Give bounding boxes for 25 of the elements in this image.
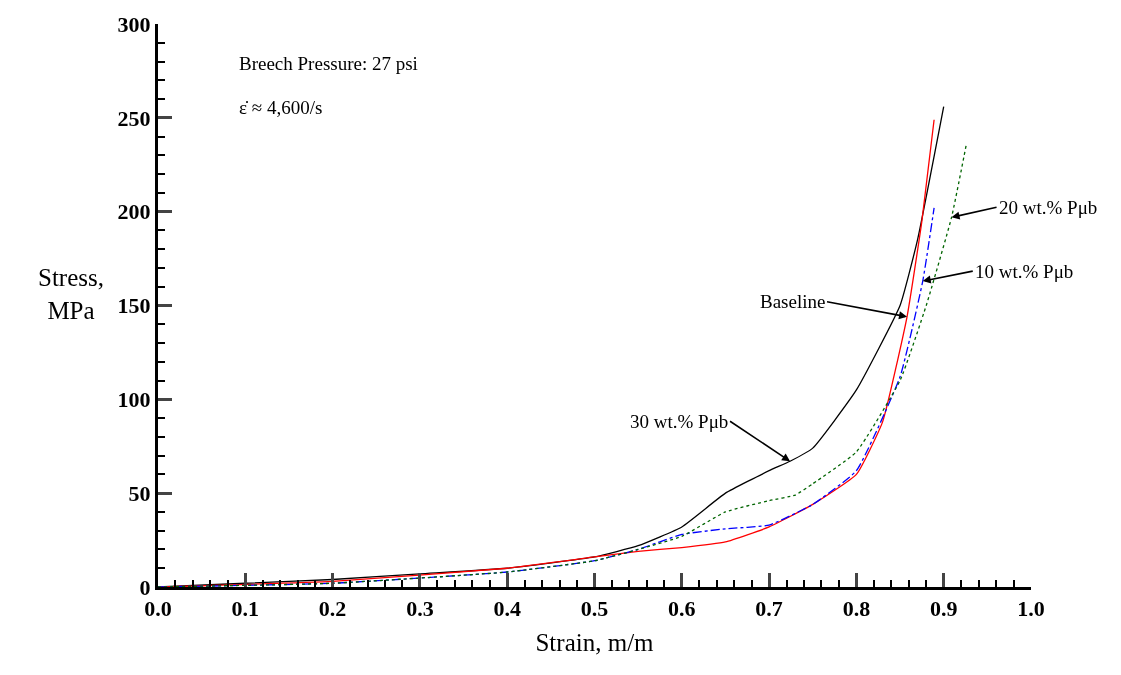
y-tick-label: 150 <box>117 293 151 319</box>
y-axis-title: Stress, MPa <box>38 264 104 324</box>
x-tick-label: 0.9 <box>929 596 958 622</box>
x-tick-label: 0.5 <box>580 596 609 622</box>
x-tick-label: 0.4 <box>493 596 521 622</box>
y-tick-label: 300 <box>117 11 151 37</box>
x-tick-label: 0.3 <box>406 596 434 622</box>
x-tick-label: 0.1 <box>231 596 260 622</box>
annotation: 20 wt.% Pμb <box>999 197 1098 218</box>
annotation: Breech Pressure: 27 psi <box>239 53 418 74</box>
x-tick-label: 0.2 <box>318 596 347 622</box>
x-tick-label: 0.6 <box>668 596 696 622</box>
annotation: ε̇ ≈ 4,600/s <box>239 97 323 118</box>
x-tick-label: 0.8 <box>842 596 871 622</box>
annotation: Baseline <box>760 291 826 312</box>
y-tick-label: 50 <box>128 480 151 506</box>
y-tick-label: 200 <box>117 199 151 225</box>
x-axis-title: Strain, m/m <box>535 629 655 657</box>
y-tick-label: 100 <box>117 387 151 413</box>
line-series <box>158 207 935 587</box>
y-tick-label: 250 <box>117 105 151 131</box>
x-tick-label: 0.7 <box>755 596 783 622</box>
annotation: 30 wt.% Pμb <box>630 411 729 432</box>
annotation: 10 wt.% Pμb <box>975 261 1074 282</box>
x-tick-label: 1.0 <box>1017 596 1045 622</box>
